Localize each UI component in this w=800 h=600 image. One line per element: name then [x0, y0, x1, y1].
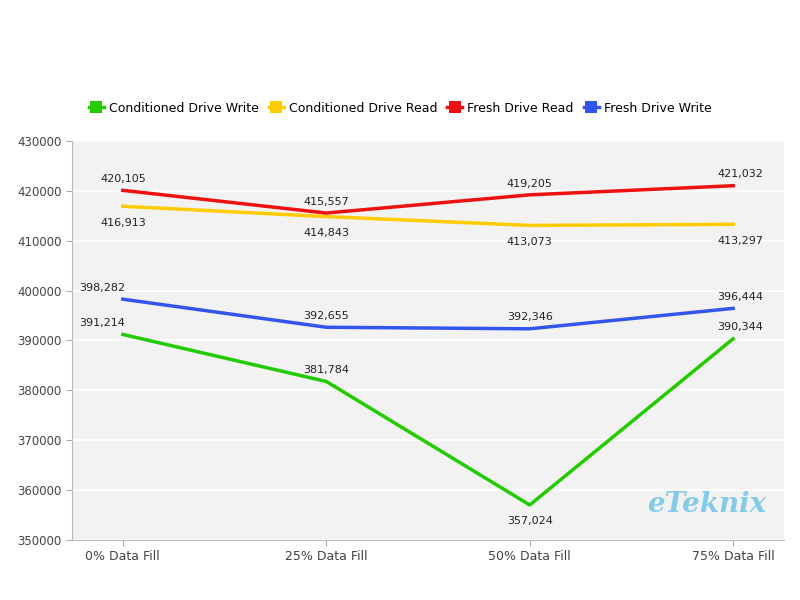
- Text: 416,913: 416,913: [100, 218, 146, 228]
- Text: 413,297: 413,297: [717, 236, 763, 246]
- Text: 391,214: 391,214: [79, 318, 125, 328]
- Text: 392,346: 392,346: [506, 313, 553, 322]
- Text: AS SSD Benchmark - Random 4K 64 Threads Performance in IOPS (Higher is Better): AS SSD Benchmark - Random 4K 64 Threads …: [153, 56, 647, 70]
- Text: 421,032: 421,032: [717, 169, 763, 179]
- Text: Western Digital WD Black M.2 NVMe SSD - 1TB: Western Digital WD Black M.2 NVMe SSD - …: [117, 21, 683, 41]
- Text: 357,024: 357,024: [506, 517, 553, 526]
- Text: 398,282: 398,282: [79, 283, 125, 293]
- Text: 414,843: 414,843: [303, 228, 350, 238]
- Legend: Conditioned Drive Write, Conditioned Drive Read, Fresh Drive Read, Fresh Drive W: Conditioned Drive Write, Conditioned Dri…: [89, 101, 711, 115]
- Text: 381,784: 381,784: [303, 365, 350, 375]
- Text: 420,105: 420,105: [100, 174, 146, 184]
- Text: 392,655: 392,655: [303, 311, 349, 321]
- Text: eTeknix: eTeknix: [647, 491, 766, 518]
- Text: 419,205: 419,205: [506, 179, 553, 188]
- Text: 415,557: 415,557: [303, 197, 349, 207]
- Text: 396,444: 396,444: [717, 292, 763, 302]
- Text: 390,344: 390,344: [717, 322, 763, 332]
- Text: 413,073: 413,073: [507, 237, 553, 247]
